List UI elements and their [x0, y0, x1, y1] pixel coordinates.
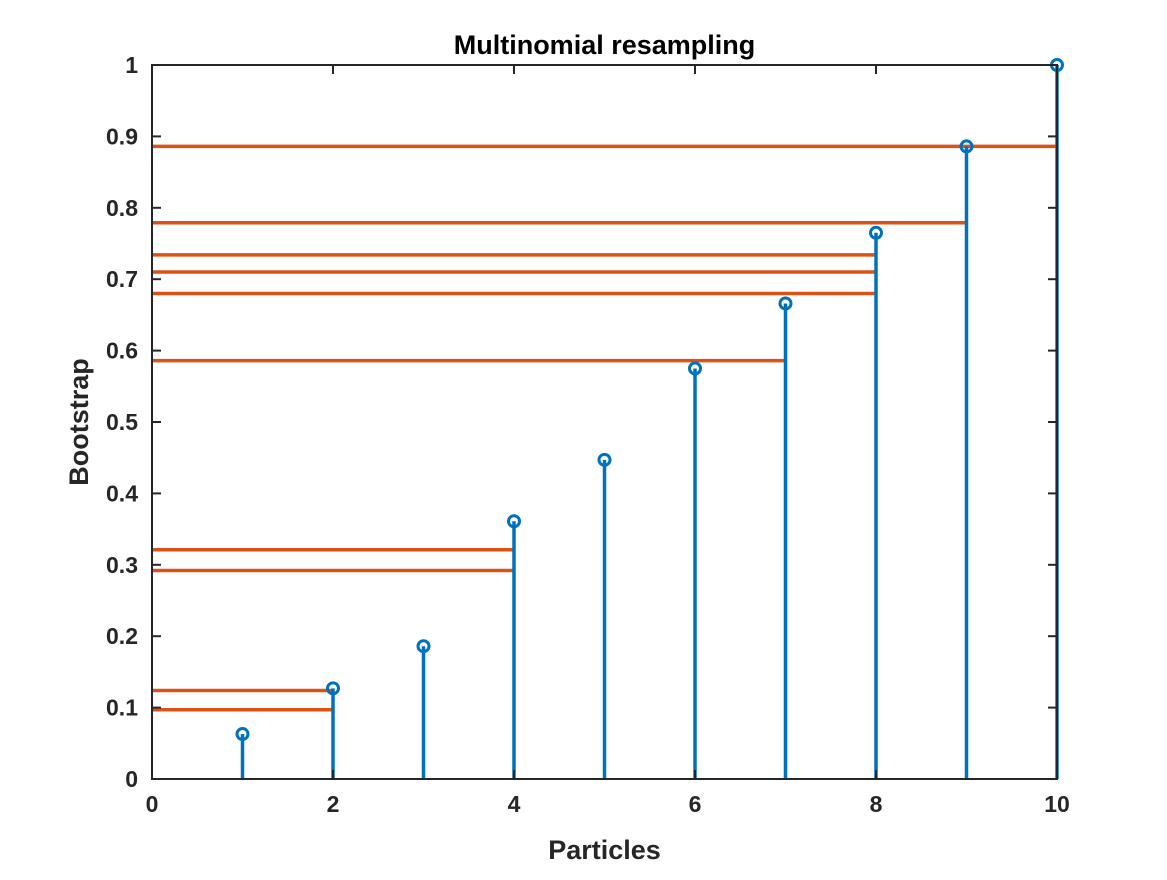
y-tick-label: 0.9: [106, 123, 138, 149]
stem-marker-8: [869, 225, 883, 240]
stem-marker-1: [235, 727, 250, 742]
x-tick-label: 4: [508, 791, 521, 817]
stem-marker-7: [778, 296, 793, 311]
stem-marker-9: [959, 139, 974, 154]
y-tick-label: 0.4: [106, 480, 138, 506]
y-tick-label: 0.1: [106, 695, 138, 721]
ticks-layer: [151, 64, 1058, 780]
y-axis-label: Bootstrap: [64, 358, 94, 486]
x-tick-label: 2: [327, 791, 340, 817]
y-tick-label: 0.6: [106, 338, 138, 364]
stem-marker-6: [688, 361, 702, 376]
y-tick-label: 0: [125, 766, 138, 792]
stem-marker-3: [416, 639, 431, 654]
y-tick-label: 0.2: [106, 623, 138, 649]
y-tick-label: 1: [125, 52, 138, 78]
stem-marker-5: [597, 452, 612, 467]
y-tick-label: 0.3: [106, 552, 138, 578]
stems-layer: [235, 58, 1064, 779]
y-tick-label: 0.8: [106, 195, 138, 221]
x-axis-label: Particles: [548, 835, 661, 865]
stem-marker-4: [507, 514, 521, 529]
sample-lines-layer: [152, 144, 1057, 712]
x-tick-label: 10: [1044, 791, 1070, 817]
x-tick-label: 6: [689, 791, 702, 817]
x-tick-label: 8: [870, 791, 883, 817]
y-tick-label: 0.7: [106, 266, 138, 292]
stem-marker-2: [326, 681, 340, 696]
tick-labels-layer: 0 2 4 6 8 10 0 0.1 0.2 0.3 0.4 0.5 0.6 0.7 0.8 0.9 1: [106, 52, 1070, 817]
y-tick-label: 0.5: [106, 409, 138, 435]
chart-title: Multinomial resampling: [454, 30, 756, 60]
x-tick-label: 0: [146, 791, 159, 817]
